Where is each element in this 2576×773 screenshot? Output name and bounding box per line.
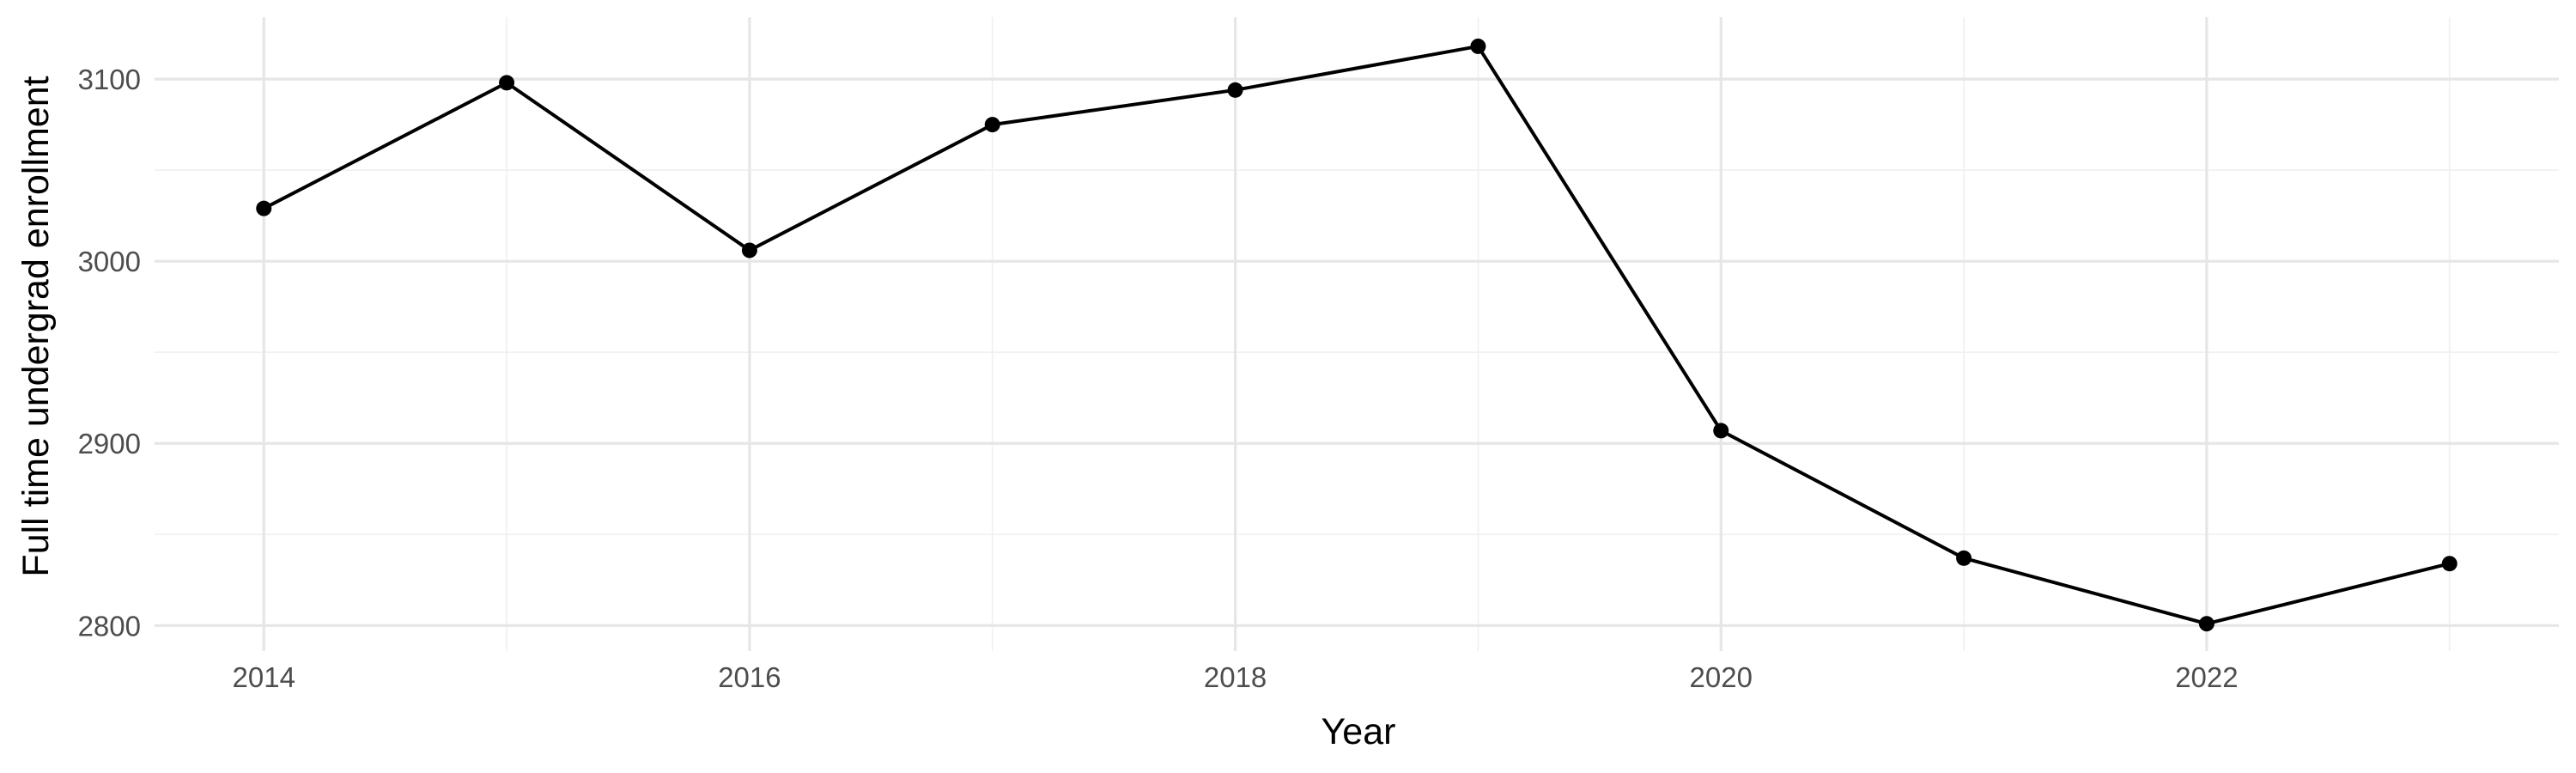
data-point (1713, 423, 1729, 439)
data-point (741, 242, 757, 259)
data-point (2441, 556, 2458, 572)
data-point (499, 75, 515, 91)
y-axis-title: Full time undergrad enrollment (15, 76, 57, 576)
x-axis-title: Year (1321, 711, 1396, 752)
data-point (1470, 38, 1486, 54)
x-tick-label: 2016 (718, 661, 781, 693)
data-point (256, 200, 272, 216)
series-line (262, 44, 2451, 626)
y-tick-label: 3100 (78, 64, 141, 95)
data-point (1956, 550, 1972, 566)
data-points (256, 38, 2458, 632)
x-tick-label: 2018 (1204, 661, 1267, 693)
x-tick-label: 2022 (2175, 661, 2238, 693)
x-tick-label: 2020 (1690, 661, 1753, 693)
y-tick-label: 2800 (78, 610, 141, 642)
x-axis-ticks: 2014 2016 2018 2020 2022 (233, 661, 2239, 693)
y-axis-ticks: 2800 2900 3000 3100 (78, 64, 141, 642)
series-layer (262, 44, 2451, 626)
data-point (984, 117, 1000, 133)
x-tick-label: 2014 (233, 661, 295, 693)
y-tick-label: 2900 (78, 428, 141, 460)
y-tick-label: 3000 (78, 246, 141, 277)
data-point (2198, 616, 2215, 632)
gridlines (155, 17, 2559, 651)
data-point (1227, 82, 1243, 98)
